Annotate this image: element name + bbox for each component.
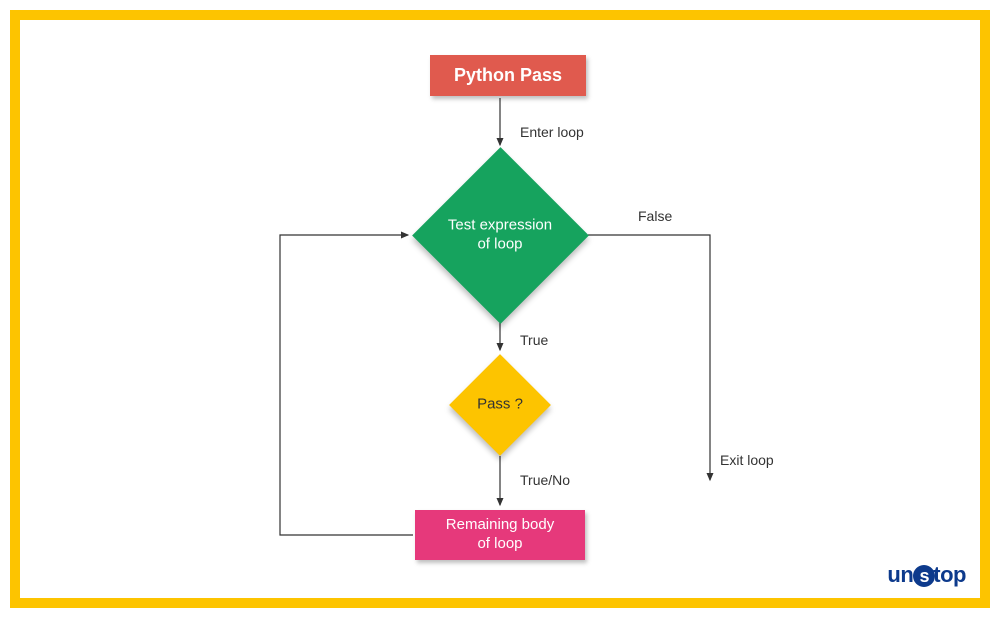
body-label-line2: of loop (477, 535, 522, 552)
body-label-line1: Remaining body (446, 516, 554, 533)
title-box: Python Pass (430, 55, 586, 96)
label-enter: Enter loop (520, 124, 584, 140)
logo-dot: s (913, 565, 935, 587)
diagram-canvas: Python Pass Test expression of loop Pass… (20, 20, 980, 598)
edge-false (588, 235, 710, 480)
edge-loopback (280, 235, 413, 535)
logo-stop: top (933, 562, 966, 587)
body-rect: Remaining body of loop (415, 510, 585, 560)
label-false: False (638, 208, 672, 224)
title-text: Python Pass (454, 65, 562, 85)
logo-un: un (887, 562, 913, 587)
outer-border: Python Pass Test expression of loop Pass… (10, 10, 990, 608)
logo: unstop (887, 562, 966, 588)
label-trueno: True/No (520, 472, 570, 488)
label-exit: Exit loop (720, 452, 774, 468)
label-true: True (520, 332, 548, 348)
